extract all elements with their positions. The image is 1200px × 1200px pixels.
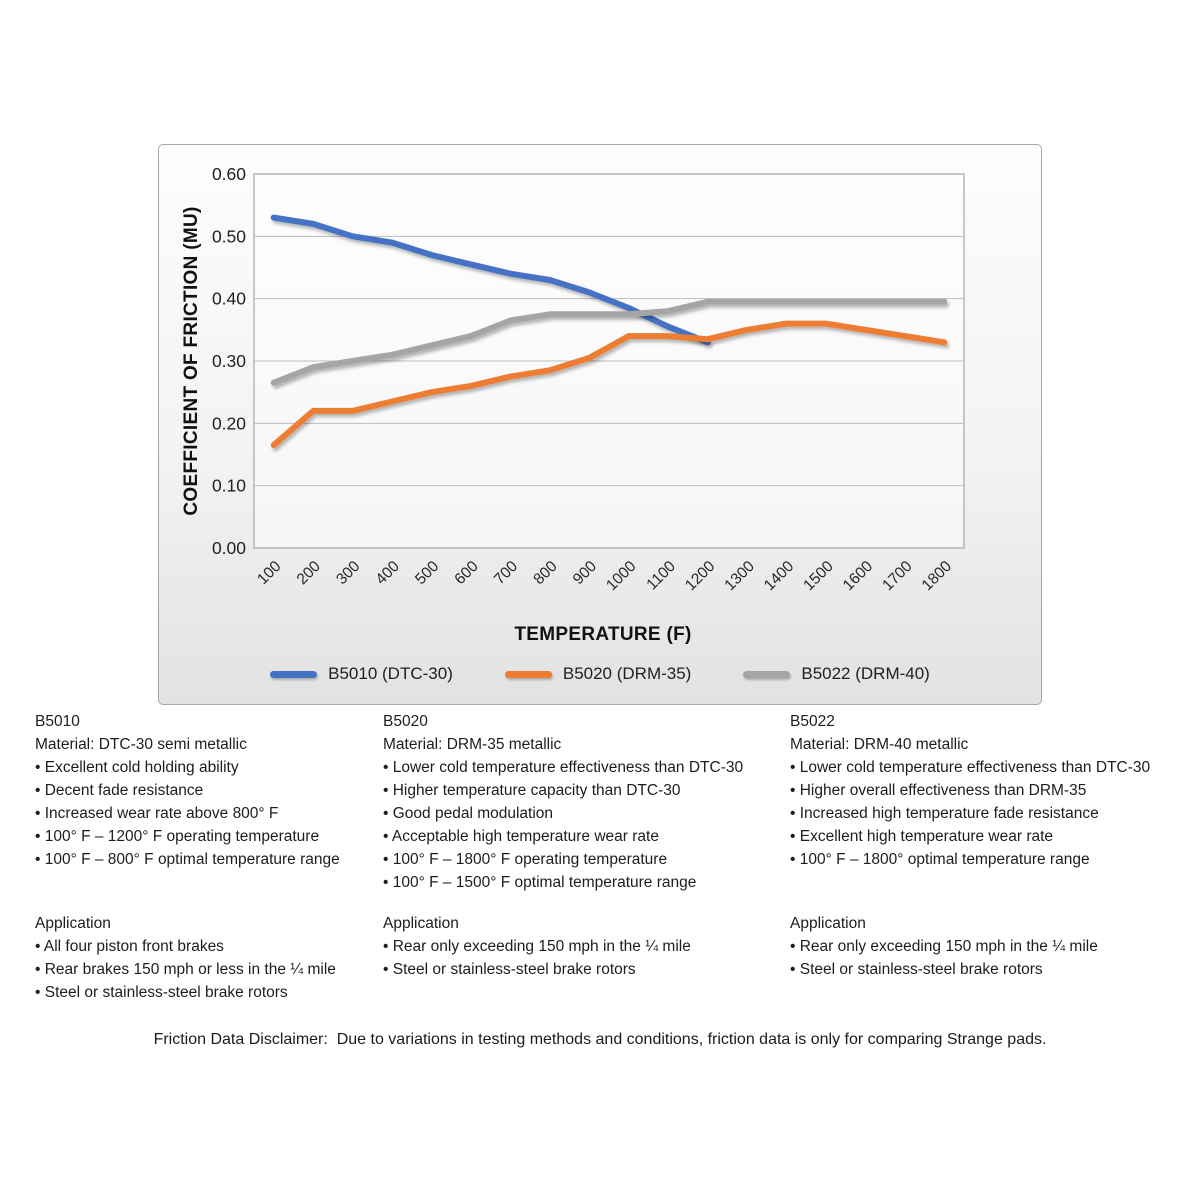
product-feature: • Increased wear rate above 800° F [35,805,279,822]
x-tick-label: 800 [530,558,561,589]
product-feature: • Lower cold temperature effectiveness t… [790,759,1151,776]
application-item: • Steel or stainless-steel brake rotors [35,984,288,1001]
x-tick-label: 1700 [879,558,916,595]
friction-data-disclaimer: Friction Data Disclaimer: Due to variati… [153,1031,1047,1048]
product-code: B5010 [35,713,80,730]
application-block: Application • Rear only exceeding 150 mph… [383,912,691,981]
y-tick-label: 0.60 [212,164,246,184]
product-code: B5020 [383,713,428,730]
x-tick-label: 1200 [682,558,719,595]
friction-line-chart: 0.00 0.10 0.20 0.30 0.40 0.50 0.60 100 200 300 400… [181,164,965,645]
product-feature: • 100° F – 1500° F optimal temperature r… [383,874,697,891]
legend-swatch [743,670,791,678]
application-item: • All four piston front brakes [35,938,224,955]
product-feature: • 100° F – 1800° optimal temperature ran… [790,851,1090,868]
product-feature: • Lower cold temperature effectiveness t… [383,759,744,776]
series-line-b5022 [270,298,948,386]
y-tick-label: 0.10 [212,476,246,496]
product-feature: • Excellent high temperature wear rate [790,828,1054,845]
x-tick-label: 1000 [603,558,640,595]
y-tick-label: 0.40 [212,289,246,309]
legend-label: B5022 (DRM-40) [801,664,930,683]
product-column-b5010: B5010 Material: DTC-30 semi metallic • Exc… [35,710,380,1001]
x-tick-label: 1100 [643,558,679,594]
x-tick-label: 600 [451,558,482,589]
x-tick-label: 1800 [919,558,956,595]
application-item: • Steel or stainless-steel brake rotors [790,961,1043,978]
product-column-b5022: B5022 Material: DRM-40 metallic • Lower co… [790,710,1198,978]
product-material: Material: DTC-30 semi metallic [35,736,247,753]
application-heading: Application [35,915,111,932]
product-material: Material: DRM-35 metallic [383,736,562,753]
y-tick-label: 0.50 [212,226,246,246]
x-tick-label: 200 [294,558,325,589]
x-axis-title: TEMPERATURE (F) [514,624,691,645]
x-tick-label: 1500 [800,558,837,595]
product-column-b5020: B5020 Material: DRM-35 metallic • Lower co… [383,710,787,978]
series-line-b5020 [270,320,948,449]
product-material: Material: DRM-40 metallic [790,736,969,753]
legend-swatch [270,670,318,678]
application-block: Application • All four piston front brake… [35,912,336,1004]
friction-chart-card: 0.00 0.10 0.20 0.30 0.40 0.50 0.60 100 200 300 400… [158,144,1042,705]
y-tick-label: 0.20 [212,413,246,433]
x-tick-label: 1600 [840,558,877,595]
product-feature: • 100° F – 800° F optimal temperature ra… [35,851,340,868]
product-feature: • Higher overall effectiveness than DRM-… [790,782,1087,799]
x-tick-label: 100 [254,558,285,589]
legend-swatch [504,670,552,678]
product-feature: • 100° F – 1200° F operating temperature [35,828,320,845]
x-tick-label: 700 [491,558,522,589]
legend-item: B5022 (DRM-40) [743,664,930,684]
application-heading: Application [790,915,866,932]
chart-legend: B5010 (DTC-30) B5020 (DRM-35) B5022 (DRM-4… [159,664,1041,684]
legend-label: B5020 (DRM-35) [562,664,692,683]
product-code: B5022 [790,713,835,730]
product-feature: • Good pedal modulation [383,805,554,822]
product-feature: • Acceptable high temperature wear rate [383,828,659,845]
application-item: • Rear only exceeding 150 mph in the ¼ m… [383,938,691,955]
x-tick-label: 400 [373,558,404,589]
product-feature: • Increased high temperature fade resist… [790,805,1099,822]
legend-item: B5020 (DRM-35) [504,664,692,684]
y-axis-title: COEFFICIENT OF FRICTION (MU) [181,206,202,515]
x-tick-label: 500 [412,558,443,589]
product-feature: • 100° F – 1800° F operating temperature [383,851,668,868]
application-block: Application • Rear only exceeding 150 mph… [790,912,1098,981]
x-tick-label: 900 [570,558,601,589]
x-tick-label: 1400 [761,558,798,595]
product-feature: • Excellent cold holding ability [35,759,239,776]
application-item: • Rear only exceeding 150 mph in the ¼ m… [790,938,1098,955]
product-feature: • Higher temperature capacity than DTC-3… [383,782,681,799]
legend-item: B5010 (DTC-30) [270,664,453,684]
y-tick-label: 0.30 [212,351,246,371]
application-item: • Steel or stainless-steel brake rotors [383,961,636,978]
legend-label: B5010 (DTC-30) [328,664,453,683]
product-feature: • Decent fade resistance [35,782,204,799]
application-heading: Application [383,915,459,932]
x-tick-label: 300 [333,558,364,589]
y-tick-label: 0.00 [212,538,246,558]
application-item: • Rear brakes 150 mph or less in the ¼ m… [35,961,336,978]
x-tick-label: 1300 [721,558,758,595]
